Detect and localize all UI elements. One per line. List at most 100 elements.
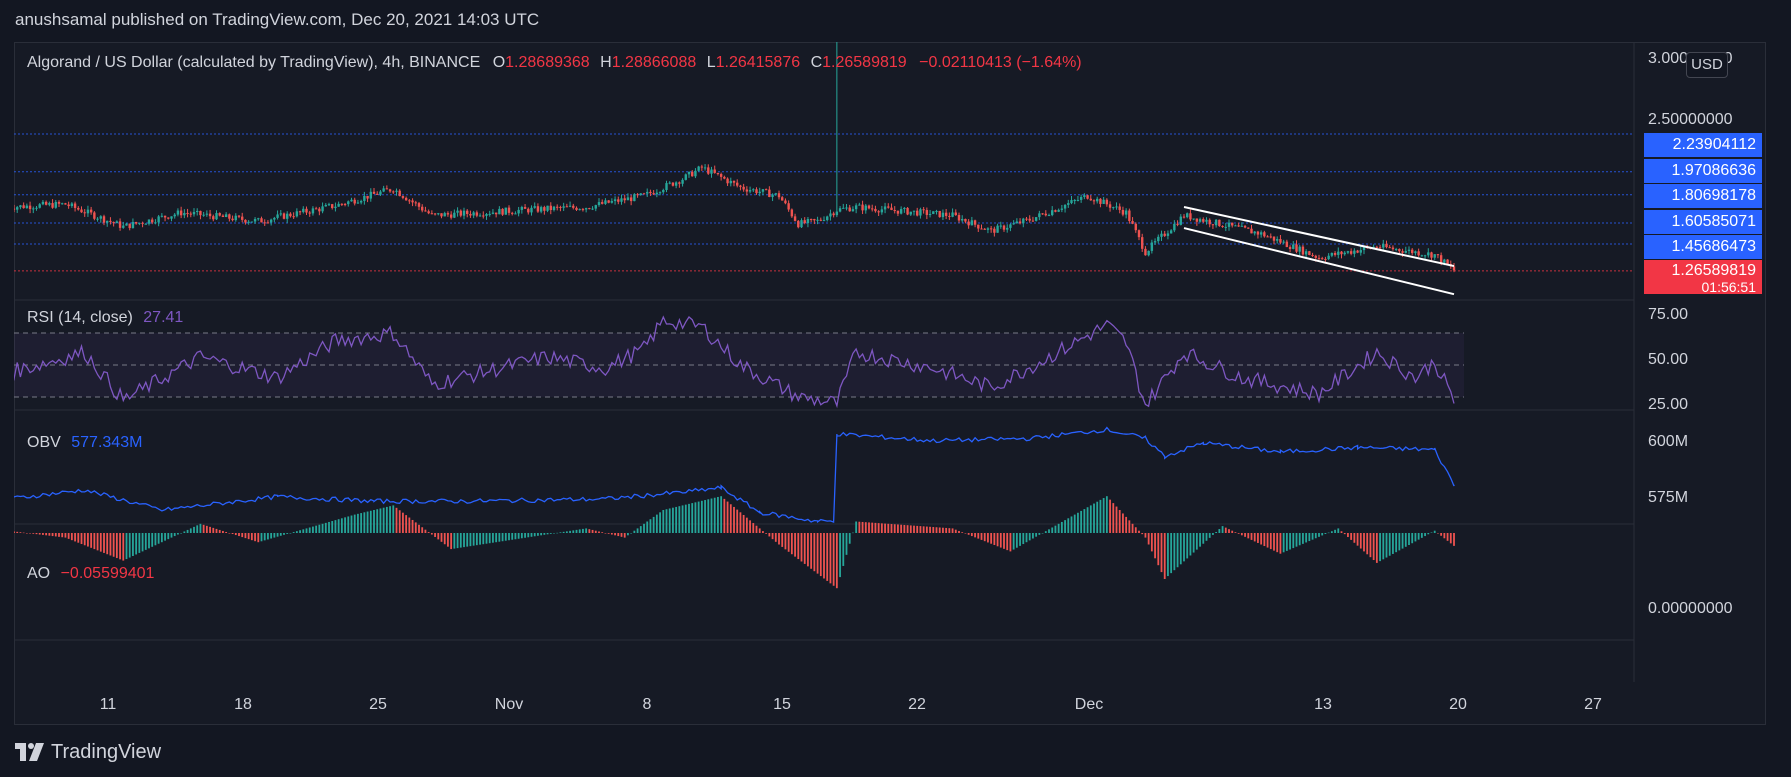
candle-body (665, 183, 668, 190)
ao-bar (1269, 533, 1272, 550)
candle-body (112, 221, 115, 224)
candle-body (777, 193, 781, 198)
candle-body (1047, 215, 1051, 217)
ao-bar (482, 533, 485, 545)
candle-body (652, 193, 655, 195)
candle-body (588, 208, 591, 210)
candle-body (768, 189, 771, 198)
ao-bar (369, 510, 372, 533)
date-tick: Nov (494, 696, 524, 713)
ao-bar (623, 533, 626, 538)
channel-upper-line (1183, 206, 1455, 268)
ao-bar (1340, 531, 1343, 533)
ao-bar (1205, 533, 1208, 541)
candle-body (543, 207, 546, 211)
candle-body (674, 182, 678, 186)
candle-body (533, 206, 536, 208)
candle-body (601, 202, 604, 204)
ao-bar (855, 521, 858, 533)
candle-body (1256, 231, 1260, 235)
candle-body (514, 213, 517, 215)
candle-body (662, 189, 665, 193)
chart-canvas[interactable] (14, 42, 1764, 723)
candle-body (347, 201, 350, 205)
ao-bar (755, 525, 758, 533)
ao-bar (533, 533, 536, 537)
candle-body (215, 213, 218, 220)
ao-bar (1443, 533, 1446, 539)
candle-body (1398, 248, 1401, 252)
ao-bar (1073, 514, 1076, 533)
candle-body (372, 191, 376, 194)
candle-body (131, 222, 135, 229)
candle-body (167, 217, 170, 219)
ao-bar (421, 527, 424, 533)
ao-bar (19, 532, 22, 533)
candle-body (276, 214, 279, 218)
candle-body (565, 206, 569, 208)
candle-body (366, 195, 369, 199)
ao-bar (1253, 533, 1256, 542)
candle-body (392, 191, 395, 193)
candle-body (1330, 252, 1334, 256)
candle-body (1340, 251, 1343, 255)
ao-bar (803, 533, 806, 564)
currency-button[interactable]: USD (1686, 52, 1728, 78)
ao-bar (652, 516, 655, 533)
candle-body (1076, 199, 1080, 201)
candle-body (899, 209, 903, 214)
candle-body (501, 208, 504, 215)
candle-body (96, 218, 99, 220)
rsi-value: 27.41 (143, 309, 184, 326)
ao-bar (222, 530, 224, 533)
ao-bar (784, 533, 787, 550)
candle-body (421, 206, 424, 211)
candle-body (684, 174, 687, 180)
candle-body (1430, 252, 1433, 258)
ao-bar (218, 529, 221, 533)
candle-body (16, 207, 19, 210)
candle-body (456, 210, 459, 213)
ao-bar (546, 533, 549, 535)
candle-body (1269, 236, 1272, 238)
ao-bar (189, 528, 192, 533)
ao-bar (1318, 533, 1320, 537)
candle-body (388, 189, 392, 192)
candle-body (1391, 247, 1395, 250)
ao-bar (90, 533, 93, 548)
ao-bar (527, 533, 530, 538)
candle-body (125, 223, 128, 226)
date-tick: Dec (1074, 696, 1104, 713)
ao-bar (951, 528, 954, 533)
candle-body (176, 210, 180, 215)
ao-bar (1105, 496, 1108, 533)
ao-bar (1330, 531, 1333, 533)
candle-body (816, 219, 819, 221)
ao-bar (418, 524, 420, 533)
tradingview-logo[interactable]: TradingView (15, 739, 161, 765)
candle-body (1439, 255, 1443, 263)
candle-body (1169, 230, 1173, 234)
ao-bar (1350, 533, 1353, 540)
ao-bar (132, 533, 134, 556)
ao-bar (1054, 525, 1057, 533)
ao-bar (1311, 533, 1314, 540)
candle-body (70, 203, 74, 207)
candle-body (1176, 223, 1179, 225)
candle-body (993, 228, 996, 233)
candle-body (832, 213, 835, 216)
ao-bar (1250, 533, 1253, 540)
candle-body (755, 189, 758, 194)
ao-bar (1022, 533, 1025, 545)
ao-bar (1163, 533, 1166, 579)
symbol-label: Algorand / US Dollar (calculated by Trad… (27, 54, 481, 71)
ao-bar (1080, 510, 1083, 533)
ao-bar (414, 522, 417, 533)
candle-body (327, 204, 331, 206)
candle-body (1243, 225, 1247, 228)
candle-body (745, 189, 749, 192)
candle-body (401, 196, 405, 198)
candle-body (298, 211, 302, 213)
ao-bar (694, 502, 697, 533)
ao-bar (1240, 533, 1243, 536)
